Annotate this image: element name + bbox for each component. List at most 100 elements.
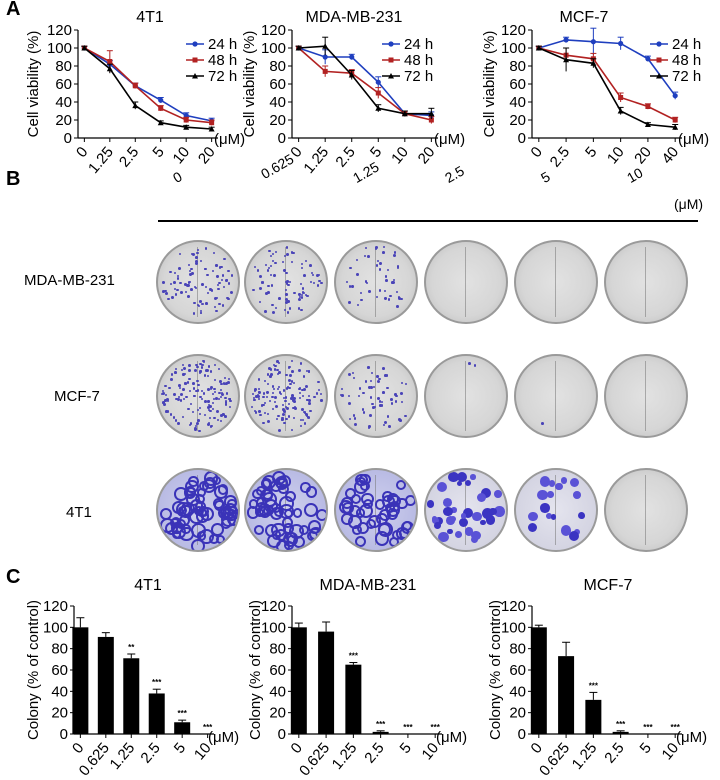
colony-dot	[221, 392, 224, 395]
colony-dot	[315, 392, 319, 396]
colony-dot	[174, 419, 178, 422]
colony-dot	[381, 251, 385, 254]
colony-dot	[456, 480, 463, 487]
data-point	[183, 124, 190, 130]
y-tick-label: 20	[51, 705, 68, 722]
colony-dot	[359, 291, 363, 295]
colony-dot	[219, 395, 223, 399]
colony-dot	[227, 377, 230, 380]
colony-chart-mcf-7: MCF-7 Colony (% of control) 0 20 40 60 80 100 12…	[487, 577, 707, 779]
colony-dot	[309, 280, 313, 284]
colony-dot	[202, 360, 205, 363]
colony-dot	[187, 284, 191, 288]
colony-dot	[195, 256, 198, 259]
colony-dot	[220, 389, 223, 392]
legend-label: 24 h	[404, 36, 433, 53]
colony-dot	[274, 405, 278, 409]
colony-dot	[192, 386, 196, 390]
colony-dot	[186, 294, 190, 298]
colony-dot	[267, 249, 271, 253]
x-tick-label: 0	[73, 144, 91, 161]
data-point	[672, 117, 678, 123]
colony-dot	[206, 369, 210, 373]
colony-dot	[271, 385, 275, 389]
colony-dot	[177, 396, 181, 399]
colony-dot	[216, 275, 219, 278]
colony-dot	[306, 294, 309, 297]
colony-dot	[458, 517, 468, 527]
colony-dot	[262, 403, 265, 407]
colony-dot	[258, 275, 262, 279]
colony-dot	[365, 246, 368, 249]
colony-dot	[299, 362, 303, 365]
colony-dot	[288, 365, 291, 368]
colony-dot	[404, 382, 408, 386]
petri-dish	[604, 354, 688, 438]
y-tick-label: 100	[261, 40, 286, 57]
colony-dot	[527, 522, 538, 533]
colony-dot	[290, 370, 294, 374]
colony-dot	[356, 273, 360, 277]
colony-dot	[209, 404, 213, 408]
colony-dot	[219, 420, 222, 423]
colony-dot	[218, 380, 222, 384]
dish-divider	[197, 360, 199, 432]
colony-dot	[195, 261, 198, 265]
colony-dot	[269, 264, 273, 268]
colony-dot	[272, 388, 276, 391]
colony-dot	[252, 396, 256, 400]
dish-divider	[197, 246, 199, 318]
data-point	[645, 56, 651, 62]
colony-dot	[203, 400, 207, 403]
colony-dot	[188, 368, 192, 372]
colony-dot	[162, 391, 166, 395]
significance-label: ***	[349, 652, 359, 661]
colony-dot	[284, 280, 288, 284]
petri-dish	[604, 468, 688, 552]
colony-dot	[193, 301, 196, 305]
x-tick-label: 2.5	[361, 740, 387, 767]
colony-dot	[302, 375, 306, 378]
colony-chart-mda-mb-231: MDA-MB-231 Colony (% of control) 0 20 40 60 80…	[247, 577, 467, 779]
colony-dot	[161, 392, 164, 395]
colony-dot	[290, 260, 294, 264]
chart-title: MDA-MB-231	[306, 9, 403, 26]
y-tick-label: 120	[47, 22, 72, 39]
colony-dot	[271, 259, 274, 262]
colony-dot	[304, 259, 307, 262]
colony-dot	[169, 413, 173, 416]
y-tick-label: 80	[269, 641, 286, 658]
colony-dot	[285, 293, 288, 296]
colony-dot	[385, 374, 389, 377]
data-point	[645, 104, 651, 109]
y-tick-label: 0	[278, 726, 286, 743]
colony-dot	[348, 418, 352, 421]
colony-dot	[300, 308, 303, 312]
colony-dot	[468, 362, 471, 366]
colony-dot	[208, 403, 211, 406]
x-tick-label: 10	[604, 144, 628, 168]
colony-dot	[274, 307, 277, 310]
colony-dot	[224, 381, 228, 385]
data-point	[428, 110, 435, 117]
colony-dot	[364, 380, 367, 383]
colony-dot	[290, 251, 293, 254]
colony-dot	[307, 401, 311, 405]
y-tick-label: 60	[51, 662, 68, 679]
colony-dot	[287, 367, 291, 370]
x-tick-label: 1.25	[85, 144, 117, 177]
colony-dot	[252, 393, 255, 396]
colony-dot	[347, 372, 351, 376]
colony-dot	[393, 279, 396, 282]
colony-dot	[370, 396, 373, 399]
colony-dot	[356, 303, 360, 307]
colony-dot	[228, 282, 231, 285]
petri-dish	[156, 354, 240, 438]
colony-dot	[271, 395, 274, 399]
colony-dot	[300, 282, 303, 285]
colony-dot	[216, 296, 219, 299]
colony-dot	[194, 369, 198, 373]
colony-dot	[298, 396, 302, 400]
data-point	[295, 45, 302, 51]
colony-dot	[269, 375, 272, 378]
